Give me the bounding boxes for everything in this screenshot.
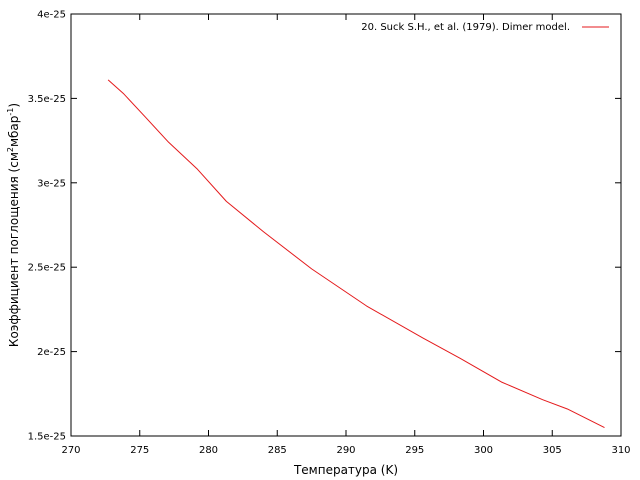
- x-tick-label: 280: [199, 445, 218, 456]
- x-tick-label: 295: [405, 445, 424, 456]
- x-axis: 270 275 280 285 290 295 300 305 310: [61, 14, 631, 456]
- y-axis-title: Коэффициент поглощения (см2мбар-1): [6, 103, 21, 347]
- x-axis-title: Температура (K): [293, 463, 398, 477]
- y-tick-label: 2.5e-25: [28, 263, 66, 274]
- y-tick-label: 3.5e-25: [28, 94, 66, 105]
- y-tick-label: 3e-25: [37, 178, 66, 189]
- y-tick-label: 2e-25: [37, 347, 66, 358]
- legend-label: 20. Suck S.H., et al. (1979). Dimer mode…: [361, 22, 570, 33]
- series-line: [107, 79, 605, 429]
- x-tick-label: 310: [611, 445, 630, 456]
- y-tick-label: 4e-25: [37, 10, 66, 21]
- x-tick-label: 270: [61, 445, 80, 456]
- x-tick-label: 285: [268, 445, 287, 456]
- y-axis: 1.5e-25 2e-25 2.5e-25 3e-25 3.5e-25 4e-25: [28, 10, 621, 443]
- series-layer: [107, 79, 605, 429]
- legend: 20. Suck S.H., et al. (1979). Dimer mode…: [361, 22, 609, 33]
- x-tick-label: 305: [543, 445, 562, 456]
- y-tick-label: 1.5e-25: [28, 432, 66, 443]
- x-tick-label: 300: [474, 445, 493, 456]
- x-tick-label: 290: [336, 445, 355, 456]
- x-tick-label: 275: [130, 445, 149, 456]
- plot-frame: [70, 13, 622, 437]
